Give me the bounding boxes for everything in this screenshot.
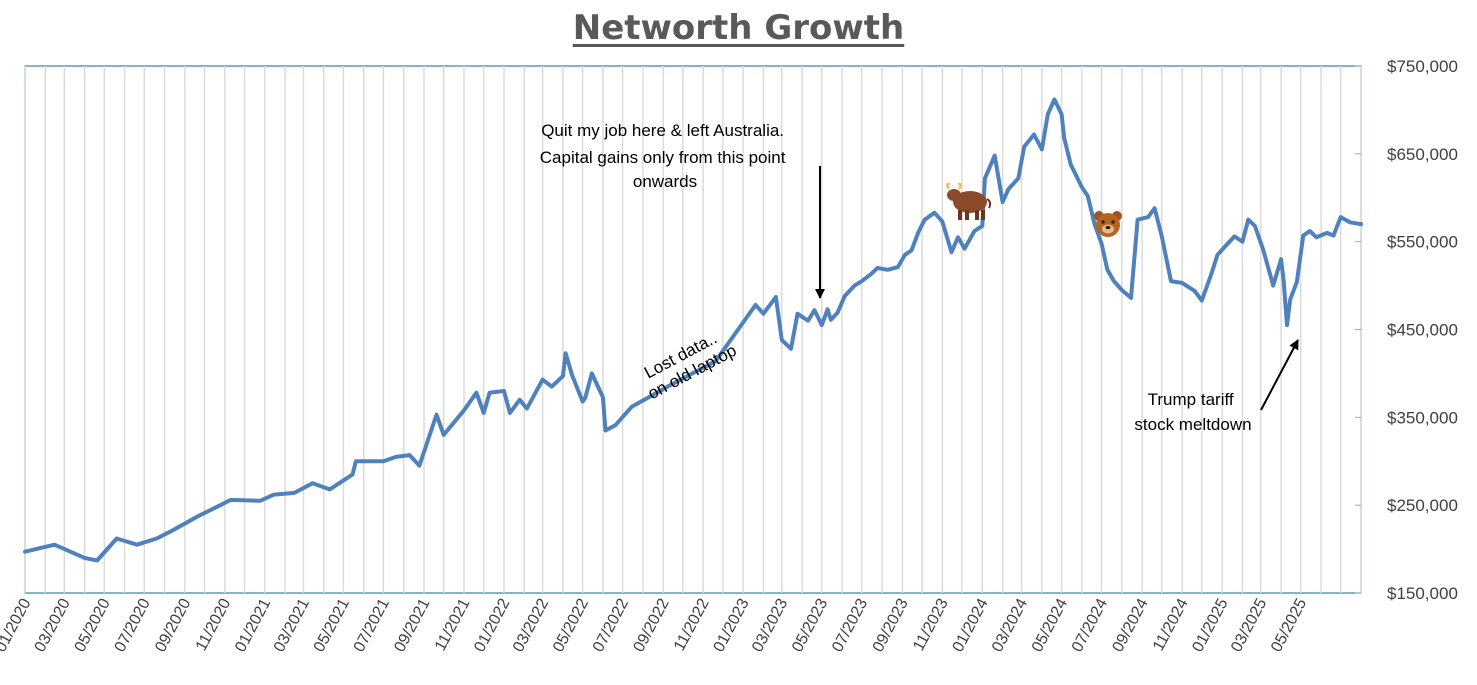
x-tick-label: 09/2024 xyxy=(1110,596,1152,655)
annotation-lost-data: Lost data.. on old laptop xyxy=(635,323,739,403)
x-tick-label: 03/2021 xyxy=(271,596,313,655)
x-tick-label: 01/2022 xyxy=(471,596,513,655)
x-axis-ticks: 01/202003/202005/202007/202009/202011/20… xyxy=(0,596,1310,655)
x-tick-label: 09/2023 xyxy=(870,596,912,655)
x-tick-label: 01/2021 xyxy=(232,596,274,655)
svg-text:Trump tariff stock meltd: Trump tariff stock meltdown xyxy=(1134,390,1251,434)
x-tick-label: 09/2022 xyxy=(631,596,673,655)
x-tick-label: 01/2023 xyxy=(710,596,752,655)
x-tick-label: 05/2024 xyxy=(1029,596,1071,655)
x-tick-label: 03/2023 xyxy=(749,596,791,655)
grid-layer xyxy=(24,66,1362,593)
y-tick-label: $650,000 xyxy=(1387,145,1458,164)
annotation-tariff-line-1: Trump tariff xyxy=(1148,390,1234,409)
x-tick-label: 01/2024 xyxy=(950,596,992,655)
y-axis-ticks: $150,000 $250,000 $350,000 $450,000 $550,000… xyxy=(1355,57,1458,603)
x-tick-label: 03/2024 xyxy=(989,596,1031,655)
x-tick-label: 07/2024 xyxy=(1069,596,1111,655)
annotation-quit-job: Quit my job here & left Australia. Capit… xyxy=(540,121,825,299)
x-tick-label: 07/2020 xyxy=(112,596,154,655)
x-tick-label: 05/2025 xyxy=(1268,596,1310,655)
x-tick-label: 05/2021 xyxy=(311,596,353,655)
svg-text:Quit my job here & left Austra: Quit my job here & left Australia. Capit… xyxy=(540,121,790,191)
x-tick-label: 11/2022 xyxy=(671,596,713,654)
annotation-tariff-line-2: stock meltdown xyxy=(1134,415,1251,434)
bear-icon xyxy=(1094,211,1122,237)
x-tick-label: 05/2020 xyxy=(72,596,114,655)
annotation-quit-job-line-3: onwards xyxy=(633,172,697,191)
annotation-quit-job-line-2: Capital gains only from this point xyxy=(540,148,786,167)
x-tick-label: 03/2022 xyxy=(510,596,552,655)
chart-title: Networth Growth xyxy=(572,8,905,48)
annotation-quit-job-line-1: Quit my job here & left Australia. xyxy=(541,121,784,140)
x-tick-label: 11/2021 xyxy=(432,596,474,654)
y-tick-label: $250,000 xyxy=(1387,496,1458,515)
x-tick-label: 07/2023 xyxy=(829,596,871,655)
x-tick-label: 07/2022 xyxy=(590,596,632,655)
y-tick-label: $450,000 xyxy=(1387,321,1458,340)
x-tick-label: 11/2023 xyxy=(910,596,952,654)
x-tick-label: 09/2020 xyxy=(152,596,194,655)
y-tick-label: $350,000 xyxy=(1387,408,1458,427)
y-tick-label: $150,000 xyxy=(1387,584,1458,603)
annotation-tariff: Trump tariff stock meltdown xyxy=(1134,339,1299,434)
annotation-tariff-arrow xyxy=(1260,339,1299,411)
x-tick-label: 03/2020 xyxy=(32,596,74,655)
y-tick-label: $550,000 xyxy=(1387,233,1458,252)
x-tick-label: 07/2021 xyxy=(351,596,393,655)
x-tick-label: 09/2021 xyxy=(391,596,433,655)
x-tick-label: 01/2020 xyxy=(0,596,35,655)
x-tick-label: 11/2020 xyxy=(193,596,235,654)
x-tick-label: 05/2023 xyxy=(789,596,831,655)
x-tick-label: 05/2022 xyxy=(550,596,592,655)
series-line-networth xyxy=(23,97,1363,563)
x-tick-label: 11/2024 xyxy=(1150,596,1192,654)
x-tick-label: 01/2025 xyxy=(1189,596,1231,655)
svg-text:Lost data.. on old lapto: Lost data.. on old laptop xyxy=(635,323,739,403)
x-tick-label: 03/2025 xyxy=(1228,596,1270,655)
y-tick-label: $750,000 xyxy=(1387,57,1458,76)
bull-icon xyxy=(946,182,992,220)
